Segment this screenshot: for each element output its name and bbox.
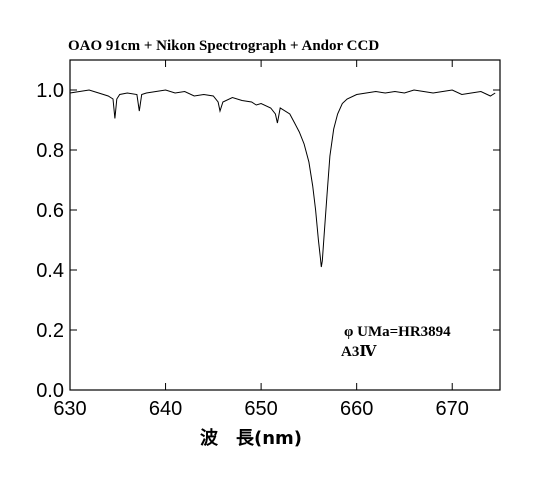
y-tick-label: 1.0	[36, 80, 64, 102]
x-tick-label: 630	[53, 398, 86, 420]
x-tick-label: 650	[244, 398, 277, 420]
x-tick-label: 660	[340, 398, 373, 420]
y-tick-label: 0.4	[36, 260, 64, 282]
x-tick-label: 640	[149, 398, 182, 420]
chart-title: OAO 91cm + Nikon Spectrograph + Andor CC…	[68, 38, 379, 54]
plot-frame	[69, 59, 501, 391]
spectral-type-annotation: A3Ⅳ	[341, 344, 377, 360]
y-tick-label: 0.8	[36, 140, 64, 162]
y-tick-label: 0.6	[36, 200, 64, 222]
y-tick-label: 0.0	[36, 380, 64, 402]
spectrum-line	[69, 89, 496, 268]
axes: 630 640 650 660 670 0.0 0.2 0.4 0.6 0.8 1.0	[36, 60, 500, 420]
x-axis-label: 波 長(nm)	[200, 427, 302, 449]
x-tick-label: 670	[436, 398, 469, 420]
star-name-annotation: φ UMa=HR3894	[344, 324, 451, 340]
y-tick-label: 0.2	[36, 320, 64, 342]
